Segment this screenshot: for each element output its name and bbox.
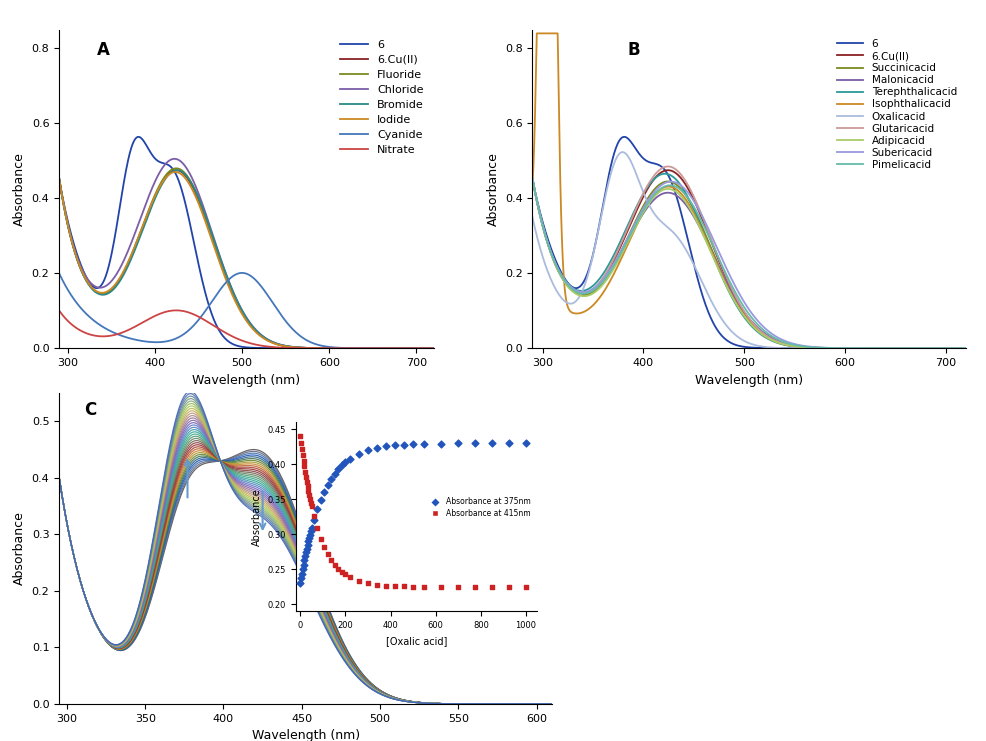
Point	[301, 485, 317, 496]
Point	[294, 568, 310, 579]
Point	[330, 463, 346, 475]
Point	[334, 459, 350, 471]
Point	[519, 437, 534, 449]
Y-axis label: Absorbance: Absorbance	[252, 488, 262, 545]
Point	[296, 455, 312, 467]
Point	[301, 535, 317, 547]
Point	[295, 449, 311, 461]
X-axis label: Wavelength (nm): Wavelength (nm)	[695, 373, 804, 387]
Point	[519, 581, 534, 593]
Point	[297, 461, 313, 473]
Point	[299, 476, 315, 488]
X-axis label: Wavelength (nm): Wavelength (nm)	[192, 373, 301, 387]
Point	[323, 554, 339, 566]
Point	[298, 471, 314, 482]
Point	[405, 581, 421, 593]
Point	[295, 563, 311, 575]
Text: B: B	[628, 41, 641, 59]
Point	[298, 546, 314, 558]
Point	[317, 541, 332, 553]
Point	[320, 479, 336, 491]
Point	[351, 448, 367, 459]
Point	[342, 453, 358, 465]
Point	[337, 456, 353, 468]
Point	[293, 577, 309, 589]
Point	[310, 522, 325, 534]
Point	[300, 539, 316, 551]
Point	[369, 442, 385, 454]
Text: A: A	[97, 41, 109, 59]
Point	[302, 489, 317, 501]
Point	[313, 533, 328, 545]
Point	[293, 437, 309, 449]
Point	[360, 577, 376, 589]
Point	[320, 548, 336, 560]
Point	[296, 559, 312, 571]
Point	[387, 439, 403, 451]
Point	[417, 581, 433, 593]
Point	[303, 525, 318, 537]
Point	[387, 580, 403, 592]
Legend: 6, 6.Cu(II), Fluoride, Chloride, Bromide, Iodide, Cyanide, Nitrate: 6, 6.Cu(II), Fluoride, Chloride, Bromide…	[336, 35, 428, 159]
Point	[342, 571, 358, 583]
Point	[293, 573, 309, 585]
Point	[302, 532, 317, 544]
Point	[334, 566, 350, 578]
Point	[302, 528, 317, 540]
Point	[501, 437, 517, 449]
Point	[360, 445, 376, 456]
Point	[310, 503, 325, 515]
Point	[330, 562, 346, 574]
Point	[327, 559, 343, 571]
Point	[304, 500, 319, 512]
Point	[379, 579, 394, 591]
Point	[313, 494, 328, 505]
Point	[484, 437, 500, 449]
Point	[396, 439, 412, 451]
X-axis label: [Oxalic acid]: [Oxalic acid]	[386, 636, 448, 645]
Point	[501, 581, 517, 593]
Point	[405, 439, 421, 451]
Point	[306, 514, 321, 526]
Point	[396, 580, 412, 592]
X-axis label: Wavelength (nm): Wavelength (nm)	[251, 729, 360, 741]
Point	[484, 581, 500, 593]
Point	[302, 493, 317, 505]
Point	[434, 438, 450, 450]
Point	[297, 554, 313, 566]
Y-axis label: Absorbance: Absorbance	[13, 152, 27, 226]
Point	[297, 466, 313, 478]
Point	[323, 473, 339, 485]
Y-axis label: Absorbance: Absorbance	[13, 511, 27, 585]
Point	[306, 510, 321, 522]
Point	[467, 437, 483, 449]
Y-axis label: Absorbance: Absorbance	[486, 152, 500, 226]
Point	[351, 575, 367, 587]
Point	[337, 568, 353, 580]
Point	[303, 496, 318, 508]
Legend: Absorbance at 375nm, Absorbance at 415nm: Absorbance at 375nm, Absorbance at 415nm	[427, 494, 533, 521]
Point	[434, 581, 450, 593]
Text: C: C	[84, 401, 96, 419]
Point	[300, 480, 316, 492]
Point	[467, 581, 483, 593]
Point	[369, 579, 385, 591]
Point	[297, 551, 313, 562]
Point	[317, 485, 332, 497]
Point	[451, 581, 466, 593]
Point	[299, 542, 315, 554]
Point	[293, 431, 309, 442]
Point	[304, 522, 319, 534]
Point	[379, 441, 394, 453]
Legend: 6, 6.Cu(II), Succinicacid, Malonicacid, Terephthalicacid, Isophthalicacid, Oxali: 6, 6.Cu(II), Succinicacid, Malonicacid, …	[833, 35, 961, 174]
Point	[417, 438, 433, 450]
Point	[327, 468, 343, 479]
Point	[294, 443, 310, 455]
Point	[451, 438, 466, 450]
